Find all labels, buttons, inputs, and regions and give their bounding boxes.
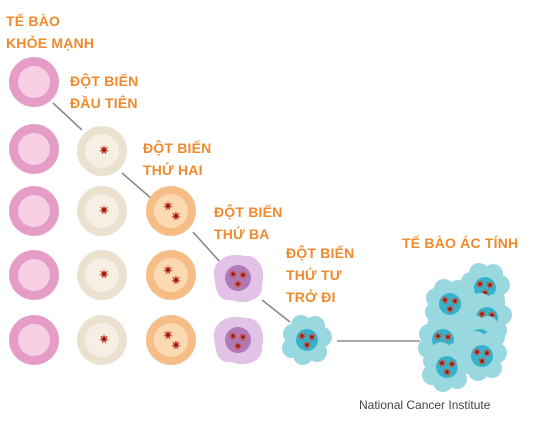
second-mutation-cell-nucleus [154, 194, 188, 228]
mutation-core [174, 343, 178, 347]
mutation-core [490, 313, 494, 317]
healthy-cell-nucleus [18, 259, 50, 291]
label-second-line-2: THỨ HAI [143, 162, 203, 178]
label-healthy-line-2: KHỎE MẠNH [6, 35, 95, 51]
healthy-cell-nucleus [18, 66, 50, 98]
third-mutation-cell-nucleus [225, 327, 251, 353]
label-healthy-cell: TẾ BÀO KHỎE MẠNH [6, 10, 94, 54]
label-fourth-line-2: THỨ TƯ [286, 267, 342, 283]
label-second-mutation: ĐỘT BIẾN THỨ HAI [143, 137, 212, 181]
mutation-core [436, 334, 440, 338]
mutation-core [488, 283, 492, 287]
label-healthy-line-1: TẾ BÀO [6, 13, 61, 29]
mutation-core [305, 343, 309, 347]
mutation-core [450, 362, 454, 366]
second-mutation-cell-nucleus [154, 258, 188, 292]
label-fourth-mutation: ĐỘT BIẾN THỨ TƯ TRỞ ĐI [286, 242, 355, 308]
label-fourth-line-3: TRỞ ĐI [286, 289, 336, 305]
mutation-core [448, 307, 452, 311]
mutation-core [102, 208, 106, 212]
label-third-line-1: ĐỘT BIẾN [214, 204, 283, 220]
mutation-core [485, 351, 489, 355]
connector-line [192, 231, 221, 263]
mutation-core [480, 312, 484, 316]
mutation-core [174, 278, 178, 282]
mutation-core [166, 333, 170, 337]
mutation-core [236, 282, 240, 286]
mutation-core [443, 298, 447, 302]
label-first-mutation: ĐỘT BIẾN ĐẦU TIÊN [70, 70, 139, 114]
label-fourth-line-1: ĐỘT BIẾN [286, 245, 355, 261]
label-malignant-cells: TẾ BÀO ÁC TÍNH [402, 232, 518, 254]
mutation-core [102, 337, 106, 341]
mutation-core [453, 299, 457, 303]
mutation-core [236, 344, 240, 348]
label-second-line-1: ĐỘT BIẾN [143, 140, 212, 156]
healthy-cell-nucleus [18, 133, 50, 165]
connector-line [261, 299, 291, 323]
cancer-cell-nucleus [439, 293, 461, 315]
mutation-core [300, 334, 304, 338]
mutation-core [446, 335, 450, 339]
mutation-core [102, 272, 106, 276]
mutation-core [440, 361, 444, 365]
mutation-core [475, 350, 479, 354]
label-malignant-line-1: TẾ BÀO ÁC TÍNH [402, 235, 519, 251]
mutation-core [241, 273, 245, 277]
label-first-line-2: ĐẦU TIÊN [70, 95, 138, 111]
source-credit: National Cancer Institute [359, 398, 491, 412]
mutation-core [231, 334, 235, 338]
healthy-cell-nucleus [18, 195, 50, 227]
mutation-core [174, 214, 178, 218]
mutation-core [166, 268, 170, 272]
mutation-core [445, 370, 449, 374]
mutation-core [310, 335, 314, 339]
mutation-core [480, 359, 484, 363]
label-third-mutation: ĐỘT BIẾN THỨ BA [214, 201, 283, 245]
label-first-line-1: ĐỘT BIẾN [70, 73, 139, 89]
connector-line [52, 102, 83, 131]
cancer-cell-nucleus [436, 356, 458, 378]
mutation-core [231, 272, 235, 276]
mutation-core [241, 335, 245, 339]
connector-line [121, 172, 153, 200]
cancer-cell-nucleus [296, 329, 318, 351]
label-third-line-2: THỨ BA [214, 226, 270, 242]
third-mutation-cell-nucleus [225, 265, 251, 291]
cancer-cell-nucleus [471, 345, 493, 367]
second-mutation-cell-nucleus [154, 323, 188, 357]
healthy-cell-nucleus [18, 324, 50, 356]
mutation-core [478, 282, 482, 286]
mutation-core [166, 204, 170, 208]
mutation-core [102, 148, 106, 152]
